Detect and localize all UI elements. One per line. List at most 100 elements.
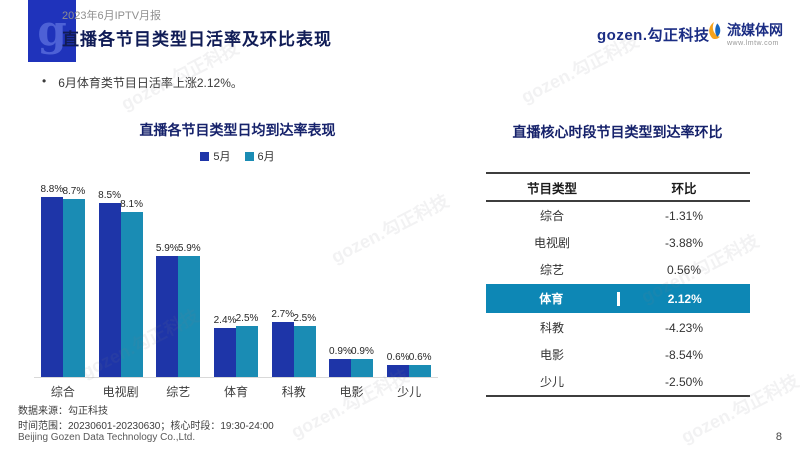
bar-column: 0.6%	[386, 185, 410, 377]
bar-group: 0.9% 0.9%	[323, 185, 381, 377]
table-cell-value: -1.31%	[664, 208, 704, 223]
bar-value-label: 0.9%	[329, 346, 352, 357]
bar-column: 8.1%	[120, 185, 143, 377]
category-label: 综合	[50, 385, 75, 399]
table-row: 科教 -4.23%	[486, 314, 750, 341]
category-label: 电视剧	[102, 385, 139, 399]
legend-label: 5月	[213, 151, 231, 163]
bar-科教-6月	[293, 326, 316, 377]
bar-column: 2.7%	[271, 185, 295, 377]
bar-value-label: 8.1%	[120, 199, 143, 210]
comparison-table: 节目类型 环比 综合 -1.31% 电视剧 -3.88% 综艺 0.56% 体育 2.12% 科…	[486, 172, 750, 397]
table-cell-type: 少儿	[539, 375, 564, 389]
lmtw-flame-icon	[709, 22, 721, 39]
summary-text: 6月体育类节目日活率上涨2.12%。	[58, 76, 243, 90]
table-row: 电影 -8.54%	[486, 341, 750, 368]
table-cell-type: 科教	[539, 321, 564, 335]
bar-value-label: 8.7%	[62, 186, 86, 197]
bar-少儿-6月	[409, 365, 432, 377]
summary-bullet: • 6月体育类节目日活率上涨2.12%。	[42, 74, 243, 91]
category-label: 少儿	[397, 385, 422, 399]
chart-legend: 5月 6月	[30, 148, 445, 164]
table-header-row: 节目类型 环比	[486, 172, 750, 202]
gozen-logo-square: g	[28, 0, 76, 62]
bar-value-label: 8.8%	[40, 184, 64, 195]
category-label: 体育	[224, 385, 249, 399]
bar-column: 2.5%	[293, 185, 317, 377]
gozen-brand-logo: gozen.勾正科技	[597, 27, 710, 44]
page-number: 8	[775, 431, 782, 443]
table-cell-value: -3.88%	[664, 235, 704, 250]
chart-title: 直播各节目类型日均到达率表现	[139, 122, 336, 138]
legend-item: 5月	[200, 148, 231, 164]
lmtw-url: www.lmtw.com	[727, 40, 779, 47]
bar-电视剧-6月	[120, 212, 143, 377]
table-cell-value: -8.54%	[664, 347, 704, 362]
table-cell-type: 综艺	[539, 263, 564, 277]
bar-value-label: 0.9%	[351, 346, 374, 357]
legend-label: 6月	[257, 151, 275, 163]
table-cell-type: 电影	[539, 348, 564, 362]
bar-value-label: 5.9%	[155, 243, 179, 254]
bar-group: 8.8% 8.7%	[34, 184, 92, 377]
table-cell-type: 体育	[539, 292, 564, 306]
bar-value-label: 2.4%	[213, 315, 237, 326]
bar-体育-5月	[214, 328, 237, 377]
bar-电影-6月	[351, 359, 374, 377]
bar-group: 8.5% 8.1%	[92, 185, 150, 377]
bar-少儿-5月	[387, 365, 410, 377]
bar-column: 8.8%	[40, 184, 64, 377]
bar-value-label: 0.6%	[408, 352, 432, 363]
footer-time-range: 时间范围：20230601-20230630；核心时段：19:30-24:00	[18, 421, 274, 432]
bar-column: 5.9%	[177, 185, 201, 377]
bar-column: 0.9%	[329, 185, 352, 377]
legend-swatch-icon	[200, 151, 210, 161]
bar-column: 2.5%	[236, 185, 258, 377]
table-body: 综合 -1.31% 电视剧 -3.88% 综艺 0.56% 体育 2.12% 科教 -4.23% 电…	[486, 202, 750, 397]
table-row: 电视剧 -3.88%	[486, 229, 750, 256]
bar-column: 0.9%	[351, 185, 374, 377]
bar-value-label: 8.5%	[98, 190, 121, 201]
category-label: 科教	[281, 385, 306, 399]
table-cell-value: 2.12%	[616, 291, 751, 306]
bar-综合-5月	[40, 197, 63, 377]
category-label: 综艺	[166, 385, 191, 399]
bar-电影-5月	[329, 359, 352, 377]
legend-swatch-icon	[244, 151, 254, 161]
bar-value-label: 2.5%	[293, 313, 317, 324]
bar-value-label: 0.6%	[386, 352, 410, 363]
table-row: 体育 2.12%	[486, 284, 750, 313]
category-axis: 综合 电视剧 综艺 体育 科教 电影 少儿	[34, 383, 438, 400]
table-header-value: 环比	[671, 181, 697, 196]
table-title: 直播核心时段节目类型到达率环比	[512, 124, 723, 140]
bar-value-label: 2.5%	[235, 313, 259, 324]
table-cell-value: -2.50%	[664, 374, 704, 389]
bar-体育-6月	[236, 326, 259, 377]
table-cell-value: -4.23%	[664, 320, 704, 335]
bar-综艺-5月	[156, 256, 179, 377]
bar-column: 2.4%	[214, 185, 236, 377]
bar-综艺-6月	[178, 256, 201, 377]
table-row: 少儿 -2.50%	[486, 368, 750, 395]
lmtw-name: 流媒体网	[727, 22, 783, 38]
bar-column: 0.6%	[408, 185, 432, 377]
gozen-g-icon: g	[37, 6, 67, 55]
bar-value-label: 2.7%	[271, 309, 295, 320]
footer-data-source: 数据来源：勾正科技	[18, 406, 108, 417]
bar-电视剧-5月	[98, 203, 121, 377]
bar-column: 8.5%	[98, 185, 121, 377]
table-header-type: 节目类型	[526, 181, 577, 196]
report-label: 2023年6月IPTV月报	[62, 10, 162, 22]
footer-company: Beijing Gozen Data Technology Co.,Ltd.	[18, 432, 196, 443]
bar-group: 2.4% 2.5%	[207, 185, 265, 377]
bar-plot: 8.8% 8.7% 8.5% 8.1% 5.9% 5.9% 2.4% 2.5% 2.7% 2.5%…	[34, 184, 438, 378]
table-row: 综艺 0.56%	[486, 256, 750, 283]
bar-value-label: 5.9%	[177, 243, 201, 254]
table-row: 综合 -1.31%	[486, 202, 750, 229]
lmtw-brand-logo: 流媒体网 www.lmtw.com	[706, 20, 783, 47]
table-cell-type: 电视剧	[533, 236, 570, 250]
bar-column: 8.7%	[62, 185, 86, 377]
category-label: 电影	[339, 385, 364, 399]
table-cell-value: 0.56%	[666, 262, 702, 277]
